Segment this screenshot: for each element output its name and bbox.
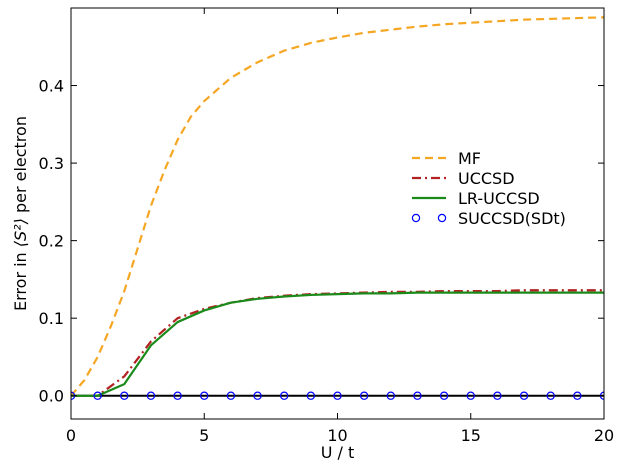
series-line-lr-uccsd (71, 291, 604, 397)
y-tick-label: 0.1 (39, 309, 64, 328)
y-tick-label: 0.4 (39, 77, 64, 96)
legend-marker-succsd-sdt (411, 213, 421, 223)
legend-label-succsd-sdt: SUCCSD(SDt) (458, 209, 566, 228)
x-tick-label: 0 (66, 426, 76, 445)
x-tick-label: 20 (594, 426, 614, 445)
x-axis-label: U / t (321, 443, 355, 462)
y-axis-label: Error in ⟨S²⟩ per electron (11, 116, 30, 311)
point-succsd-sdt (493, 391, 502, 400)
y-tick-label: 0.0 (39, 387, 64, 406)
point-succsd-sdt (413, 391, 422, 400)
y-axis-label-symbol: ⟨S²⟩ (11, 218, 30, 247)
point-succsd-sdt (546, 391, 555, 400)
point-succsd-sdt (573, 391, 582, 400)
y-tick-label: 0.3 (39, 154, 64, 173)
point-succsd-sdt (519, 391, 529, 400)
point-succsd-sdt (359, 391, 369, 400)
x-tick-label: 15 (461, 426, 481, 445)
point-succsd-sdt (253, 391, 262, 400)
point-succsd-sdt (146, 391, 156, 400)
y-axis-label-suffix: per electron (11, 116, 30, 218)
series-group (71, 16, 604, 400)
plot-area (71, 16, 604, 400)
x-tick-label: 5 (199, 426, 209, 445)
point-succsd-sdt (120, 391, 129, 400)
y-tick-label: 0.2 (39, 232, 64, 251)
point-succsd-sdt (439, 391, 449, 400)
series-line-uccsd (71, 289, 604, 397)
point-succsd-sdt (200, 391, 209, 400)
point-succsd-sdt (333, 391, 342, 400)
point-succsd-sdt (306, 391, 316, 400)
legend-label-mf: MF (458, 149, 481, 168)
x-tick-label: 10 (327, 426, 347, 445)
legend-label-lr-uccsd: LR-UCCSD (458, 189, 540, 208)
y-axis-label-prefix: Error in (11, 247, 30, 311)
series-line-mf (71, 16, 604, 397)
point-succsd-sdt (386, 391, 395, 400)
point-succsd-sdt (280, 391, 289, 400)
legend-marker-succsd-sdt (437, 213, 447, 223)
point-succsd-sdt (466, 391, 475, 400)
ticks: 0 5 10 15 20 0.0 0.1 0.2 0.3 0.4 (39, 8, 614, 445)
legend-label-uccsd: UCCSD (458, 169, 515, 188)
point-succsd-sdt (93, 391, 102, 400)
point-succsd-sdt (226, 391, 236, 400)
point-succsd-sdt (173, 391, 182, 400)
